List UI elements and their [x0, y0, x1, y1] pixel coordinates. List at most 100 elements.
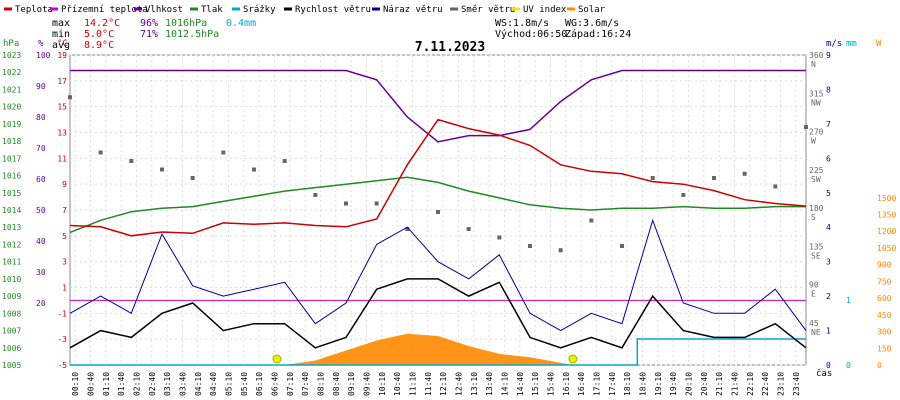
- legend-label: Srážky: [243, 5, 276, 15]
- direction-tick-label: SW: [811, 175, 821, 184]
- wind-direction-point: [129, 159, 134, 163]
- gust-line: [69, 218, 807, 332]
- wind-info-ws: WS:1.8m/s: [495, 18, 549, 29]
- x-tick-label: 00:10: [71, 372, 80, 396]
- uv-marker: [568, 354, 578, 364]
- pressure-tick-label: 1006: [2, 344, 21, 353]
- x-tick-label: 18:40: [638, 372, 647, 396]
- humidity-tick-label: 50: [36, 206, 46, 215]
- pressure-tick-label: 1016: [2, 172, 21, 181]
- wind-direction-point: [620, 244, 624, 248]
- wind-tick-label: 9: [826, 51, 831, 60]
- wind-tick-label: 1: [826, 327, 831, 336]
- x-tick-label: 02:40: [148, 372, 157, 396]
- pressure-tick-label: 1007: [2, 327, 21, 336]
- pressure-line: [69, 176, 806, 234]
- x-tick-label: 10:10: [378, 372, 387, 396]
- x-tick-label: 21:40: [730, 372, 739, 396]
- wind-tick-label: 4: [826, 223, 831, 232]
- direction-tick-label: W: [811, 137, 816, 146]
- x-tick-label: 11:10: [408, 372, 417, 396]
- legend-label: Tlak: [201, 5, 223, 15]
- x-tick-label: 12:10: [439, 372, 448, 396]
- pressure-tick-label: 1020: [2, 103, 21, 112]
- solar-tick-label: 1050: [877, 244, 896, 253]
- x-tick-label: 03:40: [178, 372, 187, 396]
- x-tick-label: 11:40: [424, 372, 433, 396]
- wind-direction-point: [282, 159, 287, 163]
- x-tick-label: 10:40: [393, 372, 402, 396]
- stats-block: max 14.2°C 96% 1016hPa 0.4mm min 5.0°C 7…: [52, 18, 256, 51]
- x-tick-label: 06:40: [270, 372, 279, 396]
- wind-direction-point: [528, 244, 532, 248]
- humidity-tick-label: 100: [36, 51, 51, 60]
- temperature-tick-label: 9: [62, 180, 67, 189]
- pressure-tick-label: 1009: [2, 292, 21, 301]
- wind-direction-point: [466, 227, 471, 231]
- pressure-tick-label: 1013: [2, 223, 21, 232]
- stats-min-label: min: [52, 29, 70, 40]
- x-tick-label: 14:40: [516, 372, 525, 396]
- x-tick-label: 23:10: [776, 372, 785, 396]
- pressure-tick-label: 1011: [2, 258, 21, 267]
- humidity-tick-label: 80: [36, 113, 46, 122]
- stats-min-temp: 5.0°C: [84, 29, 114, 40]
- wind-direction-point: [742, 171, 747, 176]
- x-tick-label: 06:10: [255, 372, 264, 396]
- rain-tick-label: 0: [846, 361, 851, 370]
- wind-direction-point: [681, 193, 686, 197]
- solar-tick-label: 600: [877, 294, 892, 303]
- x-tick-label: 20:40: [700, 372, 709, 396]
- x-tick-label: 04:10: [194, 372, 203, 396]
- pressure-tick-label: 1015: [2, 189, 21, 198]
- humidity-axis-title: %: [38, 39, 44, 49]
- solar-tick-label: 300: [877, 328, 892, 337]
- wind-info-sunset: Západ:16:24: [565, 28, 631, 40]
- temperature-tick-label: -1: [57, 309, 67, 318]
- direction-tick-label: 225: [809, 166, 824, 175]
- x-tick-label: 13:10: [470, 372, 479, 396]
- pressure-tick-label: 1012: [2, 240, 21, 249]
- wind-direction-point: [712, 176, 716, 180]
- direction-tick-label: 135: [809, 242, 824, 251]
- x-tick-label: 19:10: [654, 372, 663, 396]
- x-tick-label: 07:40: [301, 372, 310, 396]
- x-tick-label: 05:40: [240, 372, 249, 396]
- direction-tick-label: NW: [811, 98, 821, 107]
- solar-tick-label: 750: [877, 277, 892, 286]
- legend-label: Náraz větru: [383, 5, 443, 15]
- pressure-tick-label: 1005: [2, 361, 21, 370]
- direction-tick-label: E: [811, 290, 816, 299]
- stats-max-hum: 96%: [140, 18, 158, 29]
- pressure-tick-label: 1017: [2, 154, 21, 163]
- x-tick-label: 02:10: [132, 372, 141, 396]
- x-tick-label: 15:10: [531, 372, 540, 396]
- temperature-tick-label: 1: [62, 284, 67, 293]
- x-tick-label: 09:40: [362, 372, 371, 396]
- wind-info: WS:1.8m/s WG:3.6m/s Východ:06:50 Západ:1…: [495, 18, 631, 40]
- axes-labels: hPa % °C m/s mm W čas: [3, 39, 882, 379]
- x-tick-label: 16:40: [577, 372, 586, 396]
- wind-direction-point: [221, 150, 226, 155]
- solar-tick-label: 1200: [877, 227, 896, 236]
- pressure-tick-label: 1021: [2, 85, 21, 94]
- temperature-tick-label: 13: [57, 129, 67, 138]
- wind-direction-point: [436, 210, 440, 214]
- x-tick-label: 09:10: [347, 372, 356, 396]
- wind-tick-label: 3: [826, 258, 831, 267]
- x-tick-label: 08:40: [332, 372, 341, 396]
- wind-info-sunrise: Východ:06:50: [495, 28, 567, 40]
- temperature-tick-label: 7: [62, 206, 67, 215]
- pressure-axis-title: hPa: [3, 39, 19, 49]
- x-tick-label: 08:10: [316, 372, 325, 396]
- wind-tick-label: 8: [826, 85, 831, 94]
- wind-direction-point: [344, 201, 348, 206]
- wind-direction-point: [558, 248, 563, 253]
- solar-tick-label: 900: [877, 261, 892, 270]
- stats-avg-label: avg: [52, 40, 70, 51]
- solar-tick-label: 1500: [877, 194, 896, 203]
- wind-direction-point: [313, 193, 318, 197]
- wind-direction-point: [190, 176, 195, 180]
